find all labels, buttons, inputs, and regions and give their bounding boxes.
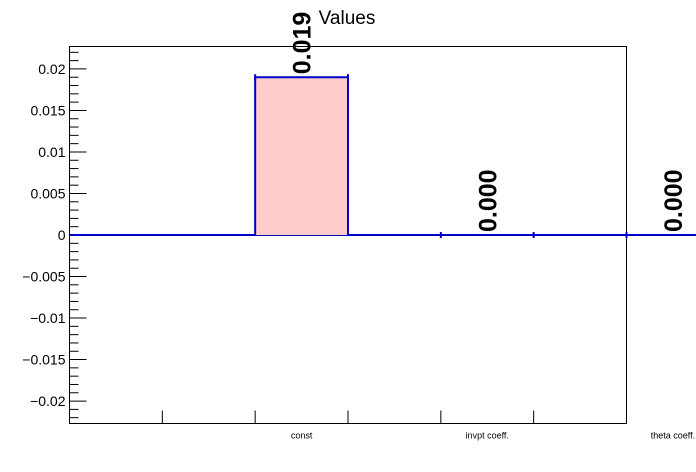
chart-title: Values [319,8,376,29]
bar-fill [255,77,348,235]
y-tick-label: −0.005 [22,269,65,285]
y-tick-label: 0 [58,227,66,243]
y-tick-label: 0.01 [38,144,65,160]
y-tick-label: −0.01 [30,310,66,326]
data-labels: 0.019 0.000 0.000 [289,12,688,232]
y-tick-label: 0.005 [30,185,65,201]
x-tick-label: theta coeff. [651,431,695,441]
y-axis: −0.02 −0.015 −0.01 −0.005 0 0.005 0.01 0.015 0.0… [22,51,87,419]
x-tick-label: invpt coeff. [466,431,509,441]
y-tick-label: 0.015 [30,102,65,118]
x-axis: const invpt coeff. theta coeff. [161,410,695,441]
x-tick-label: const [291,431,313,441]
bars [69,74,696,238]
bar-value-label: 0.000 [474,169,502,232]
bar-value-label: 0.000 [660,169,688,232]
bar [254,76,349,235]
y-tick-label: −0.015 [22,352,65,368]
bar-value-label: 0.019 [289,12,317,75]
y-tick-label: 0.02 [38,61,65,77]
y-tick-label: −0.02 [30,393,66,409]
